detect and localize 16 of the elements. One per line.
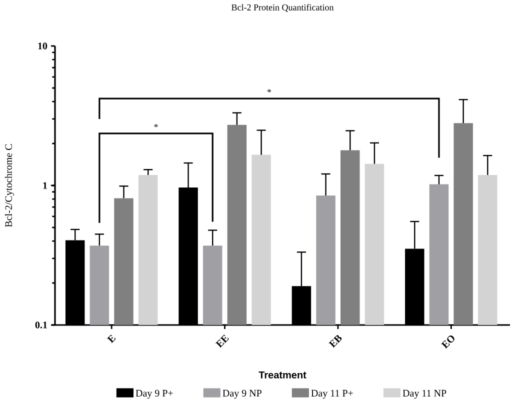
- y-tick-label: 1: [43, 182, 47, 189]
- chart-title: Bcl-2 Protein Quantification: [232, 4, 334, 12]
- annotation: *: [154, 124, 158, 128]
- x-tick-label: EE: [215, 334, 229, 348]
- legend-label: Day 9 NP: [222, 390, 262, 399]
- legend-label: Day 11 P+: [311, 390, 353, 399]
- y-axis-title: Bcl-2/Cytochrome C: [4, 144, 14, 228]
- legend-label: Day 9 P+: [136, 390, 173, 399]
- y-tick-label: 0.1: [35, 322, 47, 328]
- y-tick-label: 10: [38, 42, 48, 50]
- annotation: *: [267, 89, 272, 92]
- x-tick-label: E: [106, 334, 116, 344]
- x-axis-title: Treatment: [258, 371, 306, 378]
- legend-label: Day 11 NP: [402, 390, 446, 399]
- x-tick-label: EO: [441, 336, 454, 349]
- x-tick-label: EB: [328, 335, 342, 348]
